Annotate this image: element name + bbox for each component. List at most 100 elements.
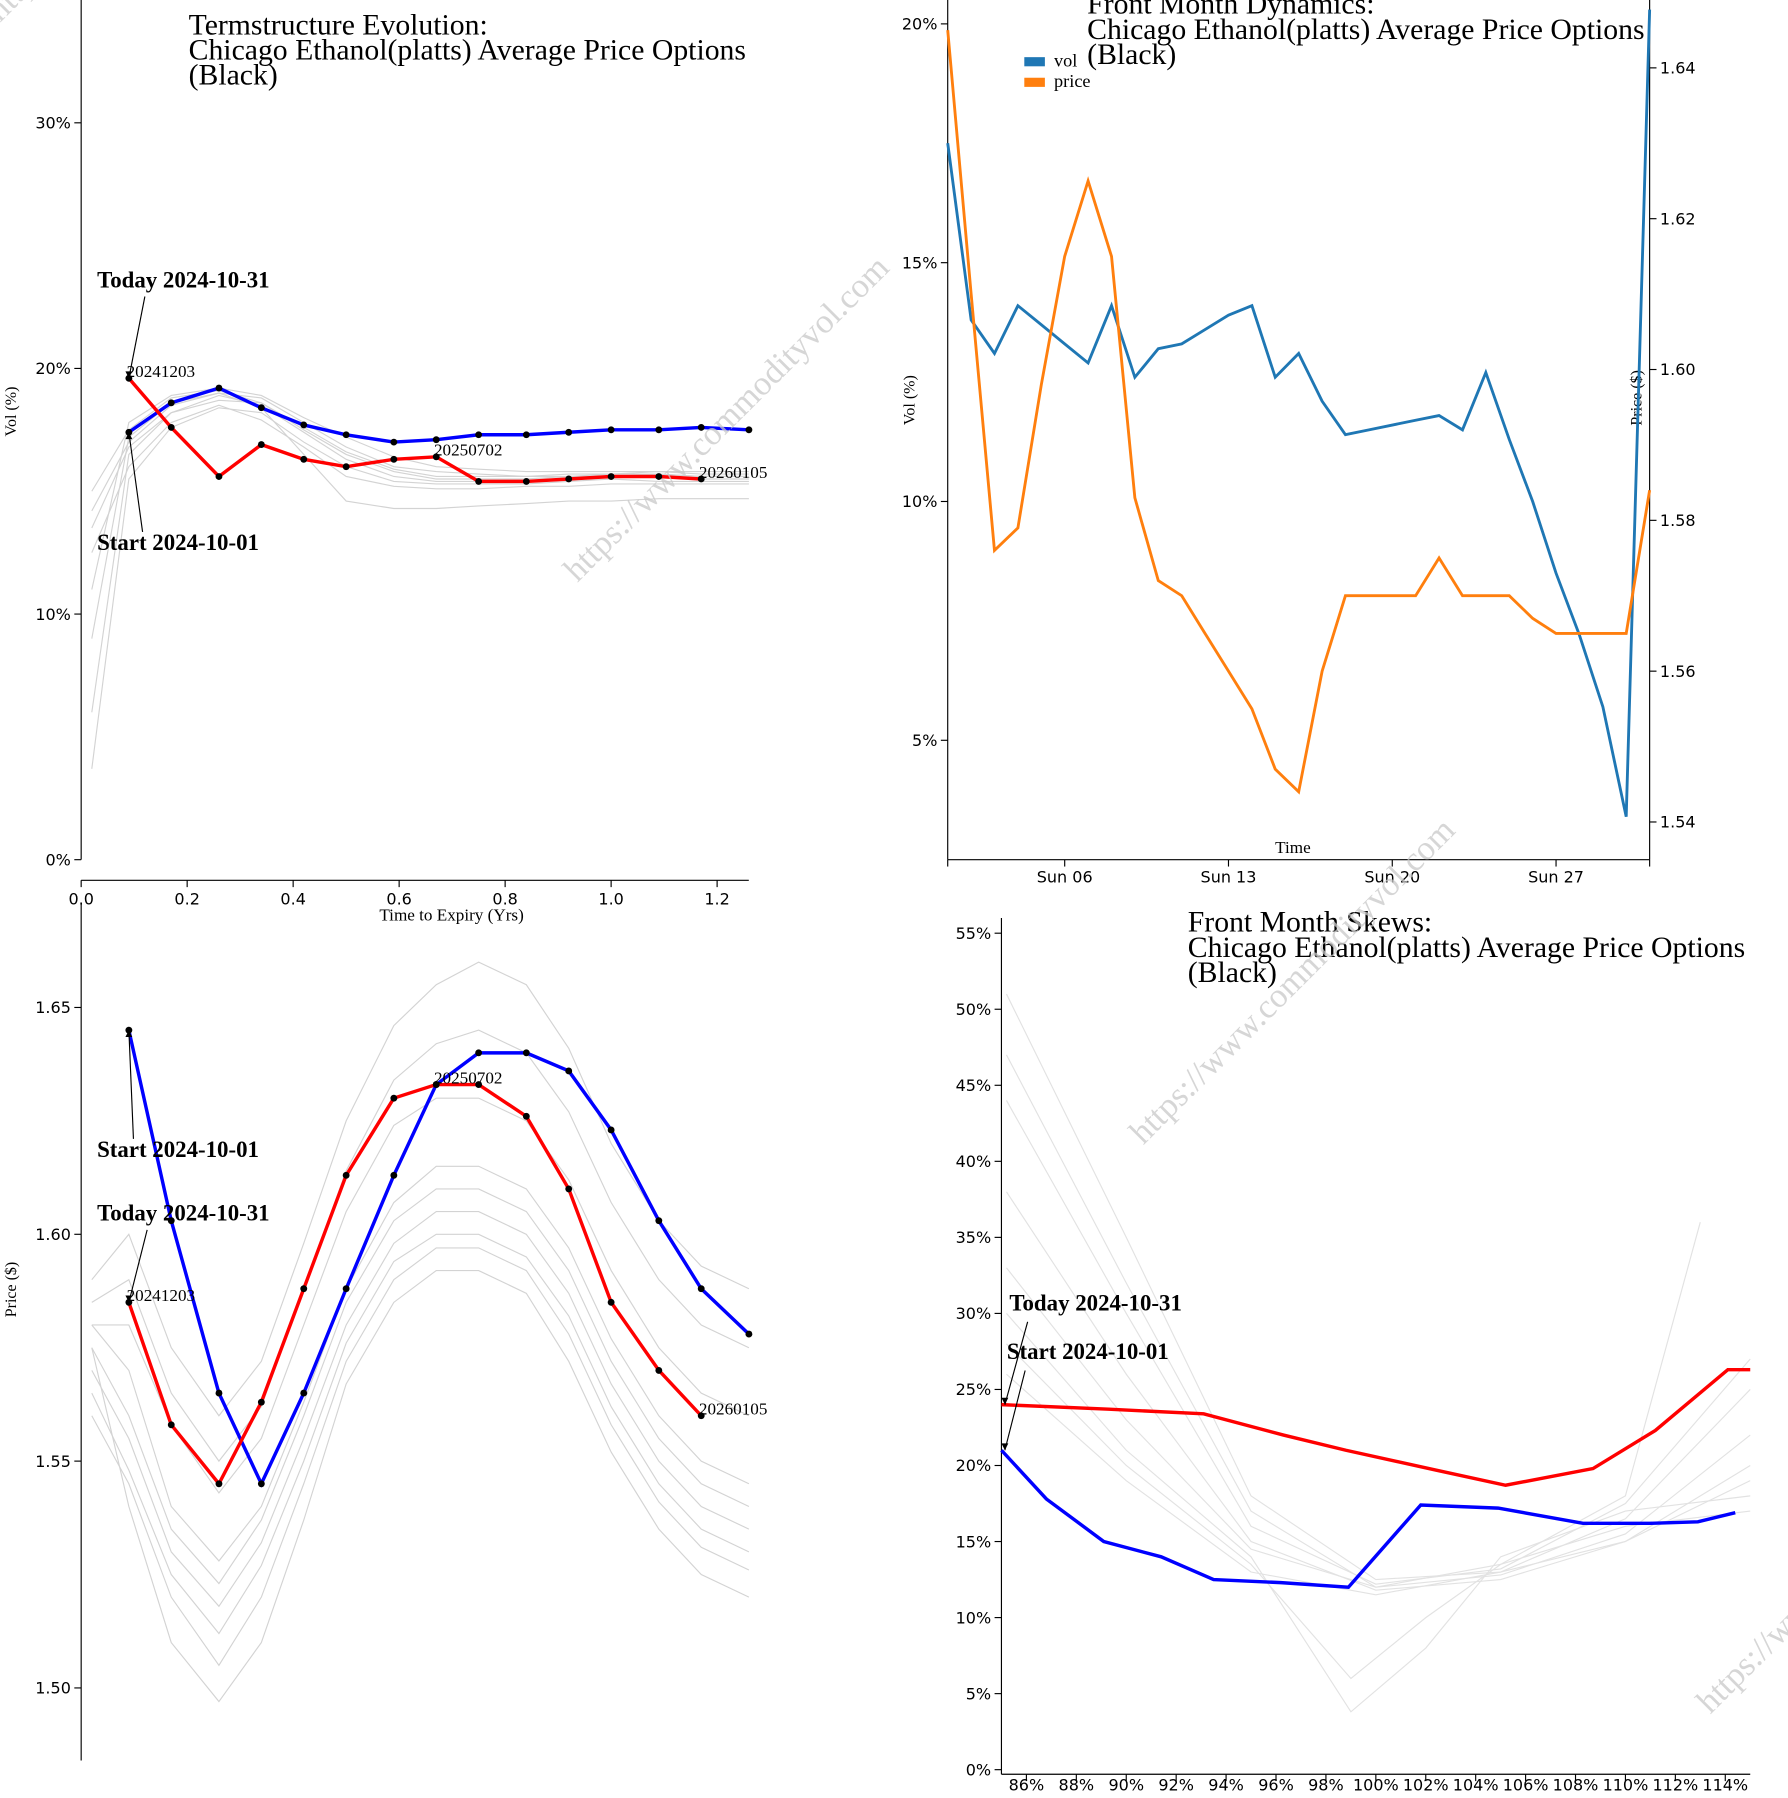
- watermark-text: https://www.commodityvol.com: [1122, 810, 1463, 1151]
- y-tick-label: 0%: [45, 850, 70, 869]
- history-line: [91, 387, 749, 590]
- history-line: [1006, 1373, 1751, 1596]
- chart-title-line: (Black): [189, 60, 278, 92]
- history-line: [1005, 1191, 1751, 1591]
- data-point: [522, 431, 530, 439]
- y-tick-label: 0%: [966, 1760, 991, 1779]
- history-line: [91, 1269, 750, 1703]
- y-tick-label: 15%: [902, 253, 938, 272]
- data-point: [655, 426, 663, 434]
- data-point: [697, 423, 705, 431]
- x-tick-label: 86%: [1009, 1775, 1045, 1792]
- x-tick-label: 1.2: [704, 889, 729, 908]
- y-tick-label: 1.55: [35, 1452, 71, 1471]
- data-point: [342, 1285, 350, 1293]
- history-line: [91, 1165, 750, 1562]
- data-point: [522, 477, 530, 485]
- annotation-label: Start 2024-10-01: [97, 1137, 259, 1162]
- y-tick-label: 15%: [956, 1532, 992, 1551]
- y-tick-label: 10%: [956, 1608, 992, 1627]
- data-point: [300, 1389, 308, 1397]
- x-tick-label: 90%: [1108, 1775, 1144, 1792]
- annotation-arrowhead: [125, 432, 133, 440]
- annotation-arrow: [1004, 1321, 1029, 1405]
- data-point: [432, 453, 440, 461]
- chart-title-line: (Black): [1188, 957, 1277, 989]
- data-point: [697, 475, 705, 483]
- legend-swatch: [1024, 57, 1045, 67]
- x-tick-label: 108%: [1553, 1775, 1599, 1792]
- y-tick-label: 20%: [35, 359, 71, 378]
- data-point: [697, 1412, 705, 1420]
- y-tick-label: 30%: [956, 1304, 992, 1323]
- data-point: [522, 1049, 530, 1057]
- y-tick-label: 55%: [956, 924, 992, 943]
- history-line: [91, 1233, 750, 1635]
- history-line: [91, 1188, 750, 1585]
- annotation-label: Today 2024-10-31: [97, 1201, 270, 1226]
- x-tick-label: 114%: [1702, 1775, 1748, 1792]
- chart-title-line: Front Month Skews:: [1188, 907, 1432, 939]
- x-tick-label: 106%: [1503, 1775, 1549, 1792]
- data-point: [257, 1398, 265, 1406]
- y-tick-label: 5%: [912, 731, 937, 750]
- data-point: [342, 1171, 350, 1179]
- series-line: [127, 377, 702, 484]
- y-axis-label: Price ($): [3, 1262, 20, 1318]
- data-point: [167, 1421, 175, 1429]
- y-tick-label: 45%: [956, 1076, 992, 1095]
- data-point: [655, 1366, 663, 1374]
- data-point: [607, 426, 615, 434]
- annotation-arrowhead: [125, 1295, 133, 1303]
- data-point: [565, 475, 573, 483]
- history-line: [1006, 1222, 1701, 1588]
- data-point: [215, 1480, 223, 1488]
- data-point: [432, 1081, 440, 1089]
- data-point: [215, 384, 223, 392]
- history-line: [1006, 1343, 1751, 1680]
- data-point: [300, 421, 308, 429]
- y2-tick-label: 1.60: [1660, 360, 1696, 379]
- annotation-arrowhead: [1001, 1443, 1009, 1451]
- x-tick-label: 0.6: [386, 889, 411, 908]
- legend-label: price: [1054, 71, 1091, 91]
- data-point: [300, 455, 308, 463]
- y-tick-label: 5%: [966, 1684, 991, 1703]
- x-tick-label: 102%: [1403, 1775, 1449, 1792]
- history-line: [91, 392, 749, 639]
- annotation-label: Today 2024-10-31: [1009, 1290, 1182, 1315]
- x-axis-label: Time to Expiry (Yrs): [379, 905, 523, 924]
- data-point: [257, 441, 265, 449]
- data-point: [167, 399, 175, 407]
- front-month-skews-chart: 0% 5% 10% 15% 20% 25% 30% 35% 40% 45% 50% 55% 86% 88%…: [956, 907, 1751, 1794]
- chart-title-line: (Black): [1087, 39, 1176, 71]
- y2-tick-label: 1.64: [1660, 59, 1696, 78]
- chart-title-line: Termstructure Evolution:: [189, 9, 488, 41]
- history-line: [1005, 993, 1751, 1581]
- data-point: [607, 1126, 615, 1134]
- history-line: [91, 404, 749, 553]
- x-tick-label: 0.0: [68, 889, 93, 908]
- data-point: [167, 423, 175, 431]
- x-tick-label: Sun 27: [1528, 868, 1584, 887]
- y2-tick-label: 1.58: [1660, 511, 1696, 530]
- chart-title-line: Front Month Dynamics:: [1087, 0, 1374, 21]
- y-tick-label: 25%: [956, 1380, 992, 1399]
- annotation-arrow: [128, 1030, 135, 1139]
- data-point: [565, 428, 573, 436]
- history-line: [91, 407, 749, 769]
- history-line: [1006, 1313, 1751, 1713]
- y-tick-label: 50%: [956, 1000, 992, 1019]
- history-line: [1005, 1054, 1751, 1588]
- series-line-vol: [946, 9, 1652, 817]
- title-group: Termstructure Evolution:Chicago Ethanol(…: [189, 9, 746, 91]
- x-tick-label: 96%: [1258, 1775, 1294, 1792]
- x-tick-label: Sun 06: [1037, 868, 1093, 887]
- point-label: 20241203: [127, 1286, 196, 1305]
- x-tick-label: 110%: [1603, 1775, 1649, 1792]
- y-tick-label: 40%: [956, 1152, 992, 1171]
- y-tick-label: 20%: [902, 15, 938, 34]
- data-point: [342, 431, 350, 439]
- series-line: [127, 1082, 703, 1487]
- x-tick-label: 94%: [1208, 1775, 1244, 1792]
